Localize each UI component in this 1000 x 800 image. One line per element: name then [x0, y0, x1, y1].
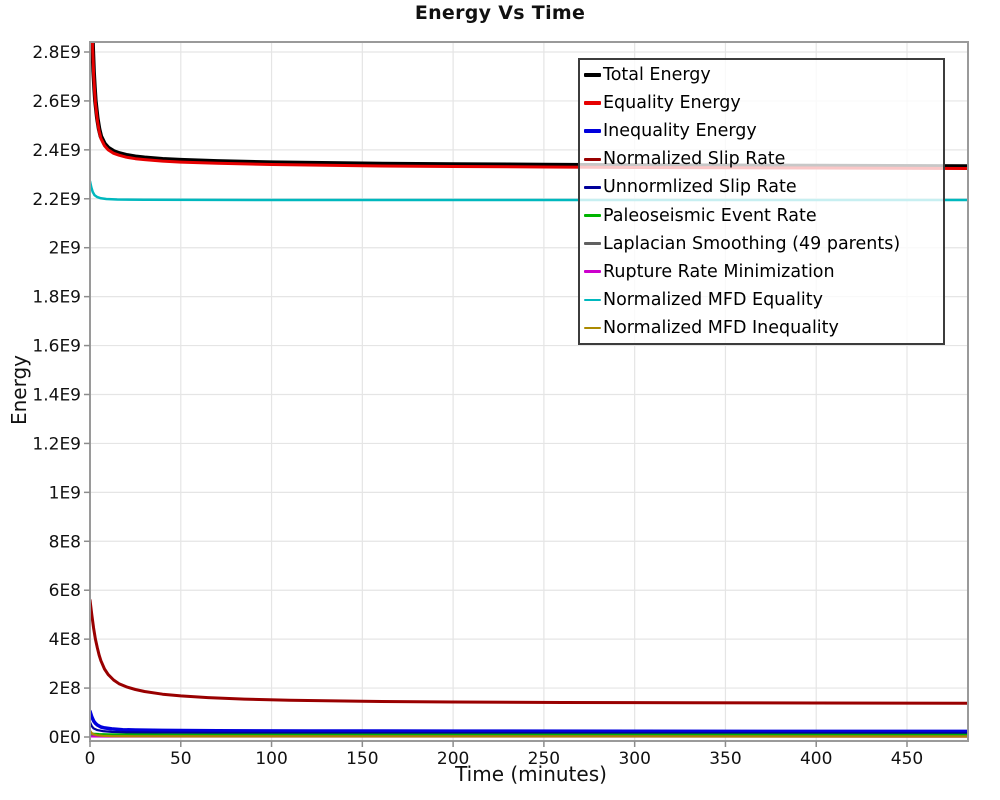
legend-swatch-paleoseismic-event-rate [584, 214, 601, 217]
y-tick-label: 2.2E9 [32, 190, 81, 210]
legend-item-rupture-rate-minimization: Rupture Rate Minimization [584, 258, 943, 286]
x-tick-label: 200 [437, 749, 469, 769]
legend-label: Rupture Rate Minimization [603, 261, 835, 282]
y-tick-label: 1.2E9 [32, 434, 81, 454]
x-tick-label: 450 [891, 749, 923, 769]
x-tick-label: 300 [618, 749, 650, 769]
plot-border [89, 41, 969, 742]
y-axis-label: Energy [7, 354, 31, 426]
legend-label: Equality Energy [603, 93, 741, 114]
y-tick-label: 1.8E9 [32, 288, 81, 308]
legend-swatch-equality-energy [584, 101, 601, 106]
legend-label: Normalized MFD Equality [603, 289, 823, 310]
y-tick-label: 8E8 [49, 532, 81, 552]
legend-item-normalized-mfd-equality: Normalized MFD Equality [584, 286, 943, 314]
x-tick-label: 150 [346, 749, 378, 769]
x-tick-label: 100 [255, 749, 287, 769]
legend-swatch-total-energy [584, 73, 601, 78]
x-tick-label: 400 [800, 749, 832, 769]
y-tick-label: 4E8 [49, 630, 81, 650]
y-tick-label: 6E8 [49, 581, 81, 601]
legend-label: Normalized MFD Inequality [603, 317, 839, 338]
legend-item-paleoseismic-event-rate: Paleoseismic Event Rate [584, 202, 943, 230]
legend-swatch-normalized-mfd-inequality [584, 326, 601, 330]
y-tick-label: 1.4E9 [32, 386, 81, 406]
series-line-normalized-slip-rate [90, 598, 968, 705]
legend-item-unnormlized-slip-rate: Unnormlized Slip Rate [584, 173, 943, 201]
y-tick-label: 2.8E9 [32, 43, 81, 63]
legend-item-normalized-slip-rate: Normalized Slip Rate [584, 145, 943, 173]
legend-swatch-unnormlized-slip-rate [584, 186, 601, 189]
legend-label: Paleoseismic Event Rate [603, 205, 817, 226]
legend-swatch-normalized-slip-rate [584, 158, 601, 161]
y-tick-label: 2E9 [49, 239, 81, 259]
legend-label: Inequality Energy [603, 121, 757, 142]
legend-label: Normalized Slip Rate [603, 149, 786, 170]
legend-swatch-rupture-rate-minimization [584, 270, 601, 273]
y-tick-label: 2.4E9 [32, 141, 81, 161]
legend-swatch-laplacian-smoothing [584, 242, 601, 245]
legend-item-inequality-energy: Inequality Energy [584, 117, 943, 145]
y-tick-label: 1E9 [49, 483, 81, 503]
legend-swatch-inequality-energy [584, 129, 601, 134]
y-tick-label: 0E0 [49, 728, 81, 748]
legend-item-normalized-mfd-inequality: Normalized MFD Inequality [584, 314, 943, 342]
legend-item-total-energy: Total Energy [584, 61, 943, 89]
series-line-inequality-energy [90, 709, 968, 734]
x-axis-label: Time (minutes) [455, 762, 607, 786]
legend-label: Laplacian Smoothing (49 parents) [603, 233, 901, 254]
series-line-normalized-mfd-equality [90, 179, 968, 202]
series-line-equality-energy [90, 42, 968, 170]
legend-item-equality-energy: Equality Energy [584, 89, 943, 117]
y-tick-label: 1.6E9 [32, 337, 81, 357]
legend-label: Total Energy [603, 65, 711, 86]
legend-swatch-normalized-mfd-equality [584, 298, 601, 302]
series-line-unnormlized-slip-rate [90, 721, 968, 735]
y-tick-label: 2.6E9 [32, 92, 81, 112]
x-tick-label: 250 [528, 749, 560, 769]
series-line-normalized-mfd-inequality [90, 729, 968, 738]
x-tick-label: 50 [170, 749, 192, 769]
chart-title: Energy Vs Time [414, 2, 586, 24]
y-tick-label: 2E8 [49, 679, 81, 699]
legend-item-laplacian-smoothing: Laplacian Smoothing (49 parents) [584, 230, 943, 258]
x-tick-label: 0 [85, 749, 96, 769]
legend-label: Unnormlized Slip Rate [603, 177, 797, 198]
x-tick-label: 350 [709, 749, 741, 769]
chart-legend: Total Energy Equality Energy Inequality En… [578, 58, 945, 345]
